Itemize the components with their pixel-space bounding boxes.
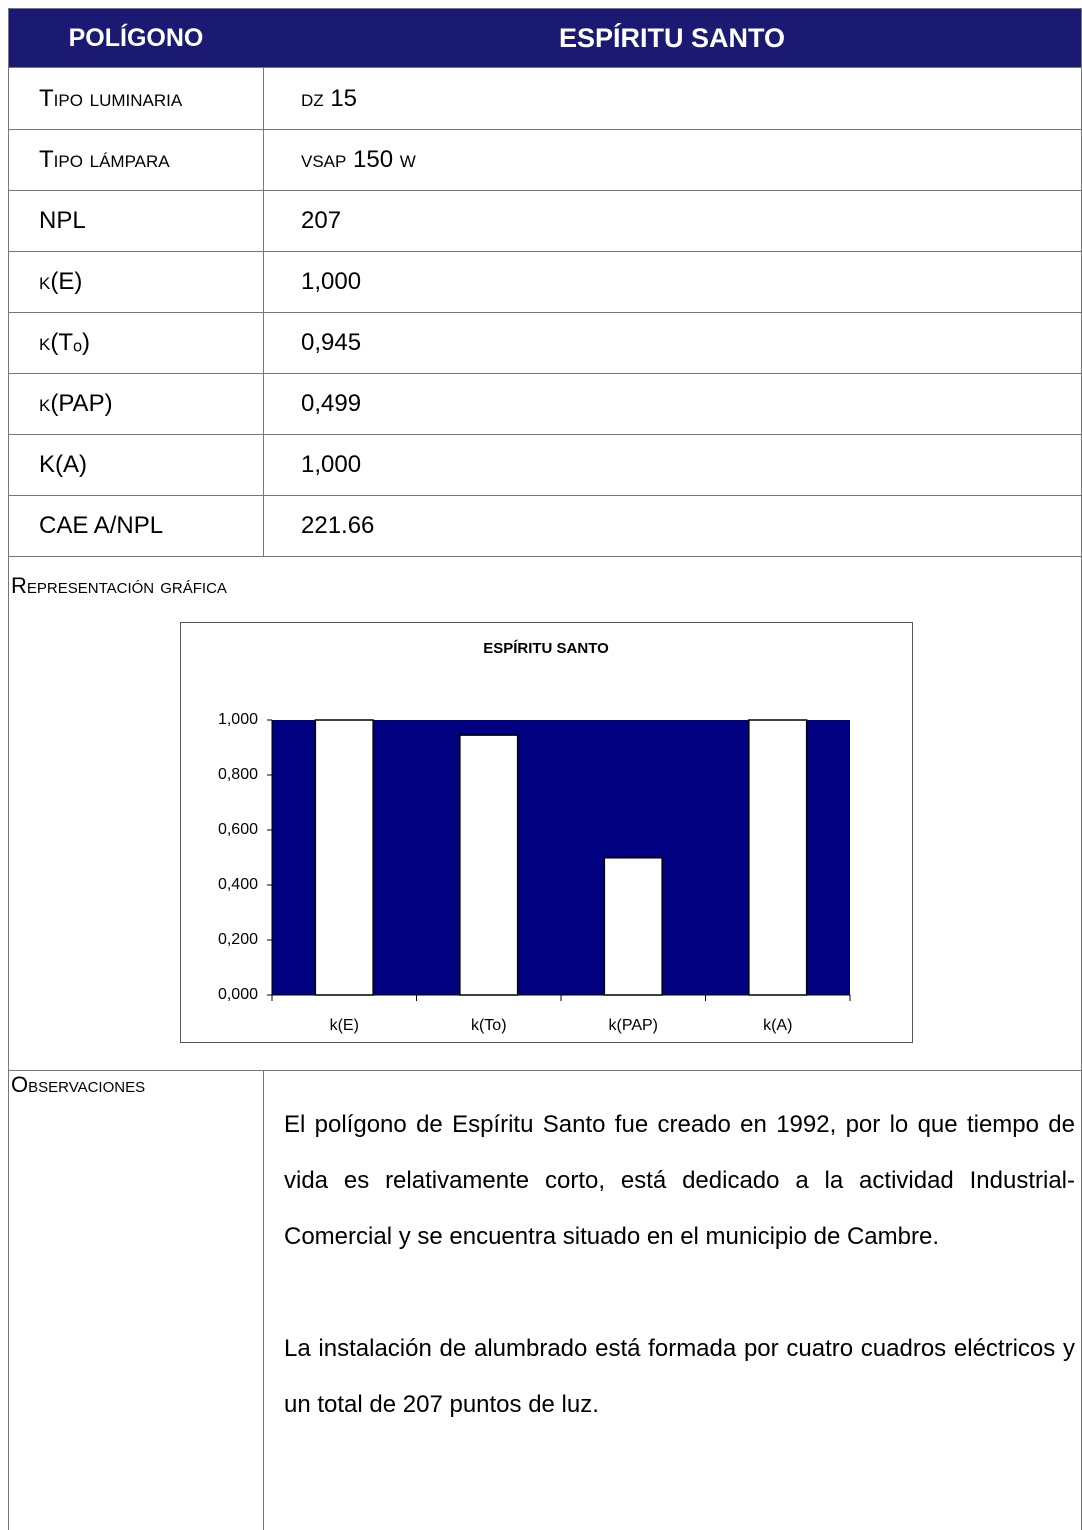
bar: [459, 734, 519, 996]
row-value: 1,000: [301, 450, 362, 478]
y-tick-label: 0,400: [218, 876, 258, 893]
table-row: k(Tₒ) 0,945: [8, 312, 1082, 374]
row-value: 1,000: [301, 267, 362, 295]
observations-label: Observaciones: [11, 1072, 146, 1097]
column-divider: [263, 312, 264, 373]
row-label: k(Tₒ): [39, 328, 91, 356]
chart: ESPÍRITU SANTO 0,000 0,200 0,400 0,600 0,800…: [180, 622, 913, 1043]
row-value: 207: [301, 206, 342, 234]
y-tick-label: 1,000: [218, 711, 258, 728]
column-divider: [263, 495, 264, 556]
y-tick-label: 0,000: [218, 986, 258, 1003]
observations-text: El polígono de Espíritu Santo fue creado…: [284, 1097, 1075, 1489]
table-row: k(E) 1,000: [8, 251, 1082, 313]
y-tick-label: 0,800: [218, 766, 258, 783]
row-value: 0,945: [301, 328, 362, 356]
header-row: POLÍGONO ESPÍRITU SANTO: [8, 8, 1082, 68]
bar: [603, 857, 663, 996]
table-row: k(PAP) 0,499: [8, 373, 1082, 435]
y-tick-label: 0,600: [218, 821, 258, 838]
row-label: Tipo lámpara: [39, 145, 170, 173]
row-value: vsap 150 w: [301, 145, 416, 173]
x-tick-label: k(PAP): [609, 1017, 658, 1034]
chart-title: ESPÍRITU SANTO: [483, 640, 609, 657]
column-divider: [263, 190, 264, 251]
row-label: NPL: [39, 206, 86, 234]
table-row: NPL 207: [8, 190, 1082, 252]
row-value: dz 15: [301, 84, 358, 112]
x-tick-label: k(A): [763, 1017, 792, 1034]
row-label: Tipo luminaria: [39, 84, 183, 112]
column-divider: [263, 373, 264, 434]
table-row: Tipo luminaria dz 15: [8, 68, 1082, 130]
observations-row: Observaciones El polígono de Espíritu Sa…: [8, 1070, 1082, 1530]
section-label: Representación gráfica: [11, 573, 227, 598]
table-row: Tipo lámpara vsap 150 w: [8, 129, 1082, 191]
row-value: 221.66: [301, 511, 375, 539]
column-divider: [263, 251, 264, 312]
column-divider: [263, 1070, 264, 1530]
column-divider: [263, 129, 264, 190]
column-divider: [263, 434, 264, 495]
column-divider: [263, 68, 264, 129]
row-label: k(PAP): [39, 389, 113, 417]
row-value: 0,499: [301, 389, 362, 417]
row-label: k(E): [39, 267, 83, 295]
header-label: POLÍGONO: [68, 23, 204, 52]
row-label: CAE A/NPL: [39, 511, 164, 539]
paragraph: El polígono de Espíritu Santo fue creado…: [284, 1111, 1075, 1250]
header-title: ESPÍRITU SANTO: [558, 22, 786, 53]
table-row: CAE A/NPL 221.66: [8, 495, 1082, 557]
paragraph: La instalación de alumbrado está formada…: [284, 1335, 1075, 1418]
y-tick-label: 0,200: [218, 931, 258, 948]
x-tick-label: k(E): [330, 1017, 359, 1034]
row-label: K(A): [39, 450, 87, 478]
x-tick-label: k(To): [471, 1017, 507, 1034]
bar: [748, 719, 808, 996]
bar: [314, 719, 374, 996]
table-row: K(A) 1,000: [8, 434, 1082, 496]
